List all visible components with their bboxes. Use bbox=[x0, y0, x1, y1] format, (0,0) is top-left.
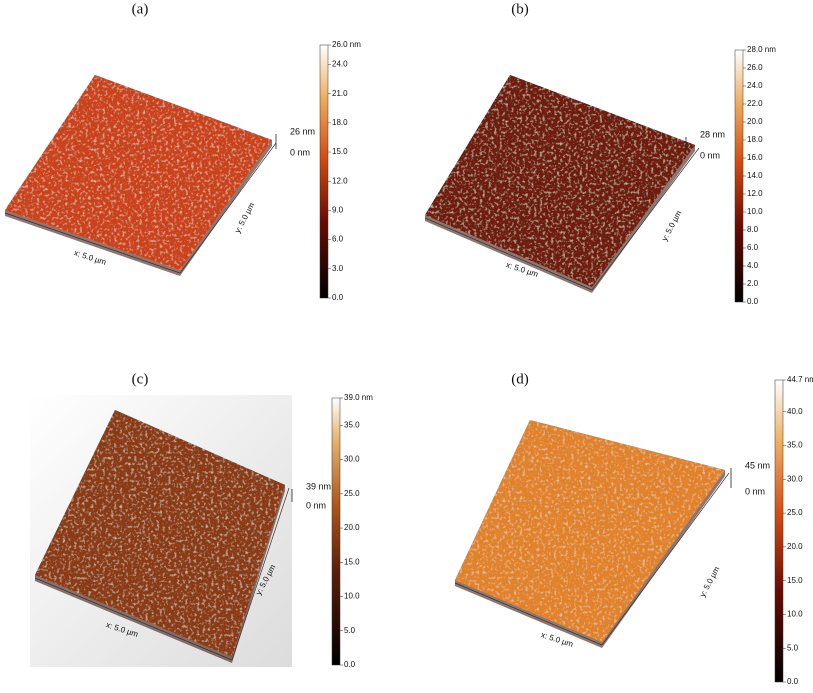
colorbar-tick-label: 44.7 nm bbox=[787, 375, 813, 384]
colorbar-tick-label: 3.0 bbox=[332, 264, 344, 273]
colorbar-tick-label: 0.0 bbox=[787, 677, 799, 686]
colorbar-tick-label: 22.0 bbox=[747, 99, 763, 108]
colorbar-tick-label: 39.0 nm bbox=[344, 393, 373, 402]
z-scale-label: 0 nm bbox=[290, 147, 310, 157]
z-scale-label: 0 nm bbox=[306, 500, 326, 510]
colorbar-tick-label: 8.0 bbox=[747, 225, 759, 234]
z-scale-label: 26 nm bbox=[290, 126, 315, 136]
colorbar-tick-label: 12.0 bbox=[332, 176, 348, 185]
y-axis-line bbox=[179, 142, 277, 274]
colorbar-tick-label: 18.0 bbox=[332, 118, 348, 127]
colorbar bbox=[734, 49, 744, 303]
colorbar-tick-label: 6.0 bbox=[747, 243, 759, 252]
colorbar-tick-label: 25.0 bbox=[344, 489, 360, 498]
y-axis-label: y: 5.0 µm bbox=[660, 209, 684, 243]
colorbar-tick-label: 24.0 bbox=[747, 81, 763, 90]
colorbar-tick-label: 25.0 bbox=[787, 508, 803, 517]
colorbar-tick-label: 16.0 bbox=[747, 153, 763, 162]
z-scale-label: 45 nm bbox=[745, 460, 770, 470]
colorbar-tick-label: 15.0 bbox=[332, 147, 348, 156]
z-scale-label: 0 nm bbox=[745, 486, 765, 496]
colorbar-tick-label: 0.0 bbox=[747, 297, 759, 306]
colorbar bbox=[319, 44, 329, 299]
x-axis-line bbox=[454, 582, 603, 646]
panel-label: (d) bbox=[511, 371, 529, 387]
colorbar-tick-label: 26.0 bbox=[747, 63, 763, 72]
colorbar-tick-label: 12.0 bbox=[747, 189, 763, 198]
afm-surface bbox=[35, 410, 285, 657]
y-axis-line bbox=[231, 487, 290, 661]
colorbar-tick-label: 35.0 bbox=[344, 420, 360, 429]
colorbar-tick-label: 20.0 bbox=[747, 117, 763, 126]
z-scale-label: 28 nm bbox=[700, 129, 725, 139]
colorbar-tick-label: 18.0 bbox=[747, 135, 763, 144]
afm-panel: (a) x: 5.0 µm y: 5.0 µm 26 nm 0 nm 26.0 nm 24.… bbox=[4, 1, 361, 302]
panel-label: (b) bbox=[511, 1, 529, 17]
colorbar-tick-label: 15.0 bbox=[787, 576, 803, 585]
colorbar-tick-label: 6.0 bbox=[332, 235, 344, 244]
colorbar-tick-label: 30.0 bbox=[787, 474, 803, 483]
y-axis-label: y: 5.0 µm bbox=[233, 201, 257, 235]
z-scale-label: 39 nm bbox=[306, 481, 331, 491]
colorbar-tick-label: 35.0 bbox=[787, 441, 803, 450]
colorbar-tick-label: 9.0 bbox=[332, 206, 344, 215]
colorbar-tick-label: 5.0 bbox=[787, 643, 799, 652]
panel-label: (a) bbox=[132, 1, 149, 17]
colorbar-tick-label: 40.0 bbox=[787, 407, 803, 416]
x-axis-line bbox=[424, 217, 593, 291]
colorbar-tick-label: 10.0 bbox=[787, 610, 803, 619]
colorbar-tick-label: 10.0 bbox=[747, 207, 763, 216]
colorbar bbox=[331, 397, 341, 666]
colorbar-tick-label: 2.0 bbox=[747, 279, 759, 288]
y-axis-line bbox=[591, 147, 700, 291]
colorbar-tick-label: 28.0 nm bbox=[747, 45, 776, 54]
colorbar bbox=[774, 379, 784, 683]
afm-surface bbox=[5, 75, 272, 270]
colorbar-tick-label: 0.0 bbox=[344, 660, 356, 669]
colorbar-tick-label: 21.0 bbox=[332, 89, 348, 98]
colorbar-tick-label: 20.0 bbox=[344, 523, 360, 532]
colorbar-tick-label: 26.0 nm bbox=[332, 40, 361, 49]
panel-label: (c) bbox=[132, 371, 149, 387]
z-scale-label: 0 nm bbox=[700, 150, 720, 160]
y-axis-label: y: 5.0 µm bbox=[698, 565, 722, 599]
afm-surface bbox=[455, 420, 725, 642]
colorbar-tick-label: 5.0 bbox=[344, 626, 356, 635]
afm-surface bbox=[425, 75, 695, 287]
colorbar-tick-label: 30.0 bbox=[344, 455, 360, 464]
x-axis-line bbox=[4, 212, 181, 274]
y-axis-line bbox=[601, 472, 730, 646]
x-axis-line bbox=[34, 577, 233, 661]
colorbar-tick-label: 14.0 bbox=[747, 171, 763, 180]
colorbar-tick-label: 10.0 bbox=[344, 592, 360, 601]
colorbar-tick-label: 4.0 bbox=[747, 261, 759, 270]
colorbar-tick-label: 15.0 bbox=[344, 557, 360, 566]
surface-edge bbox=[35, 485, 285, 663]
colorbar-tick-label: 24.0 bbox=[332, 60, 348, 69]
colorbar-tick-label: 0.0 bbox=[332, 293, 344, 302]
colorbar-tick-label: 20.0 bbox=[787, 542, 803, 551]
x-axis-label: x: 5.0 µm bbox=[73, 248, 108, 267]
